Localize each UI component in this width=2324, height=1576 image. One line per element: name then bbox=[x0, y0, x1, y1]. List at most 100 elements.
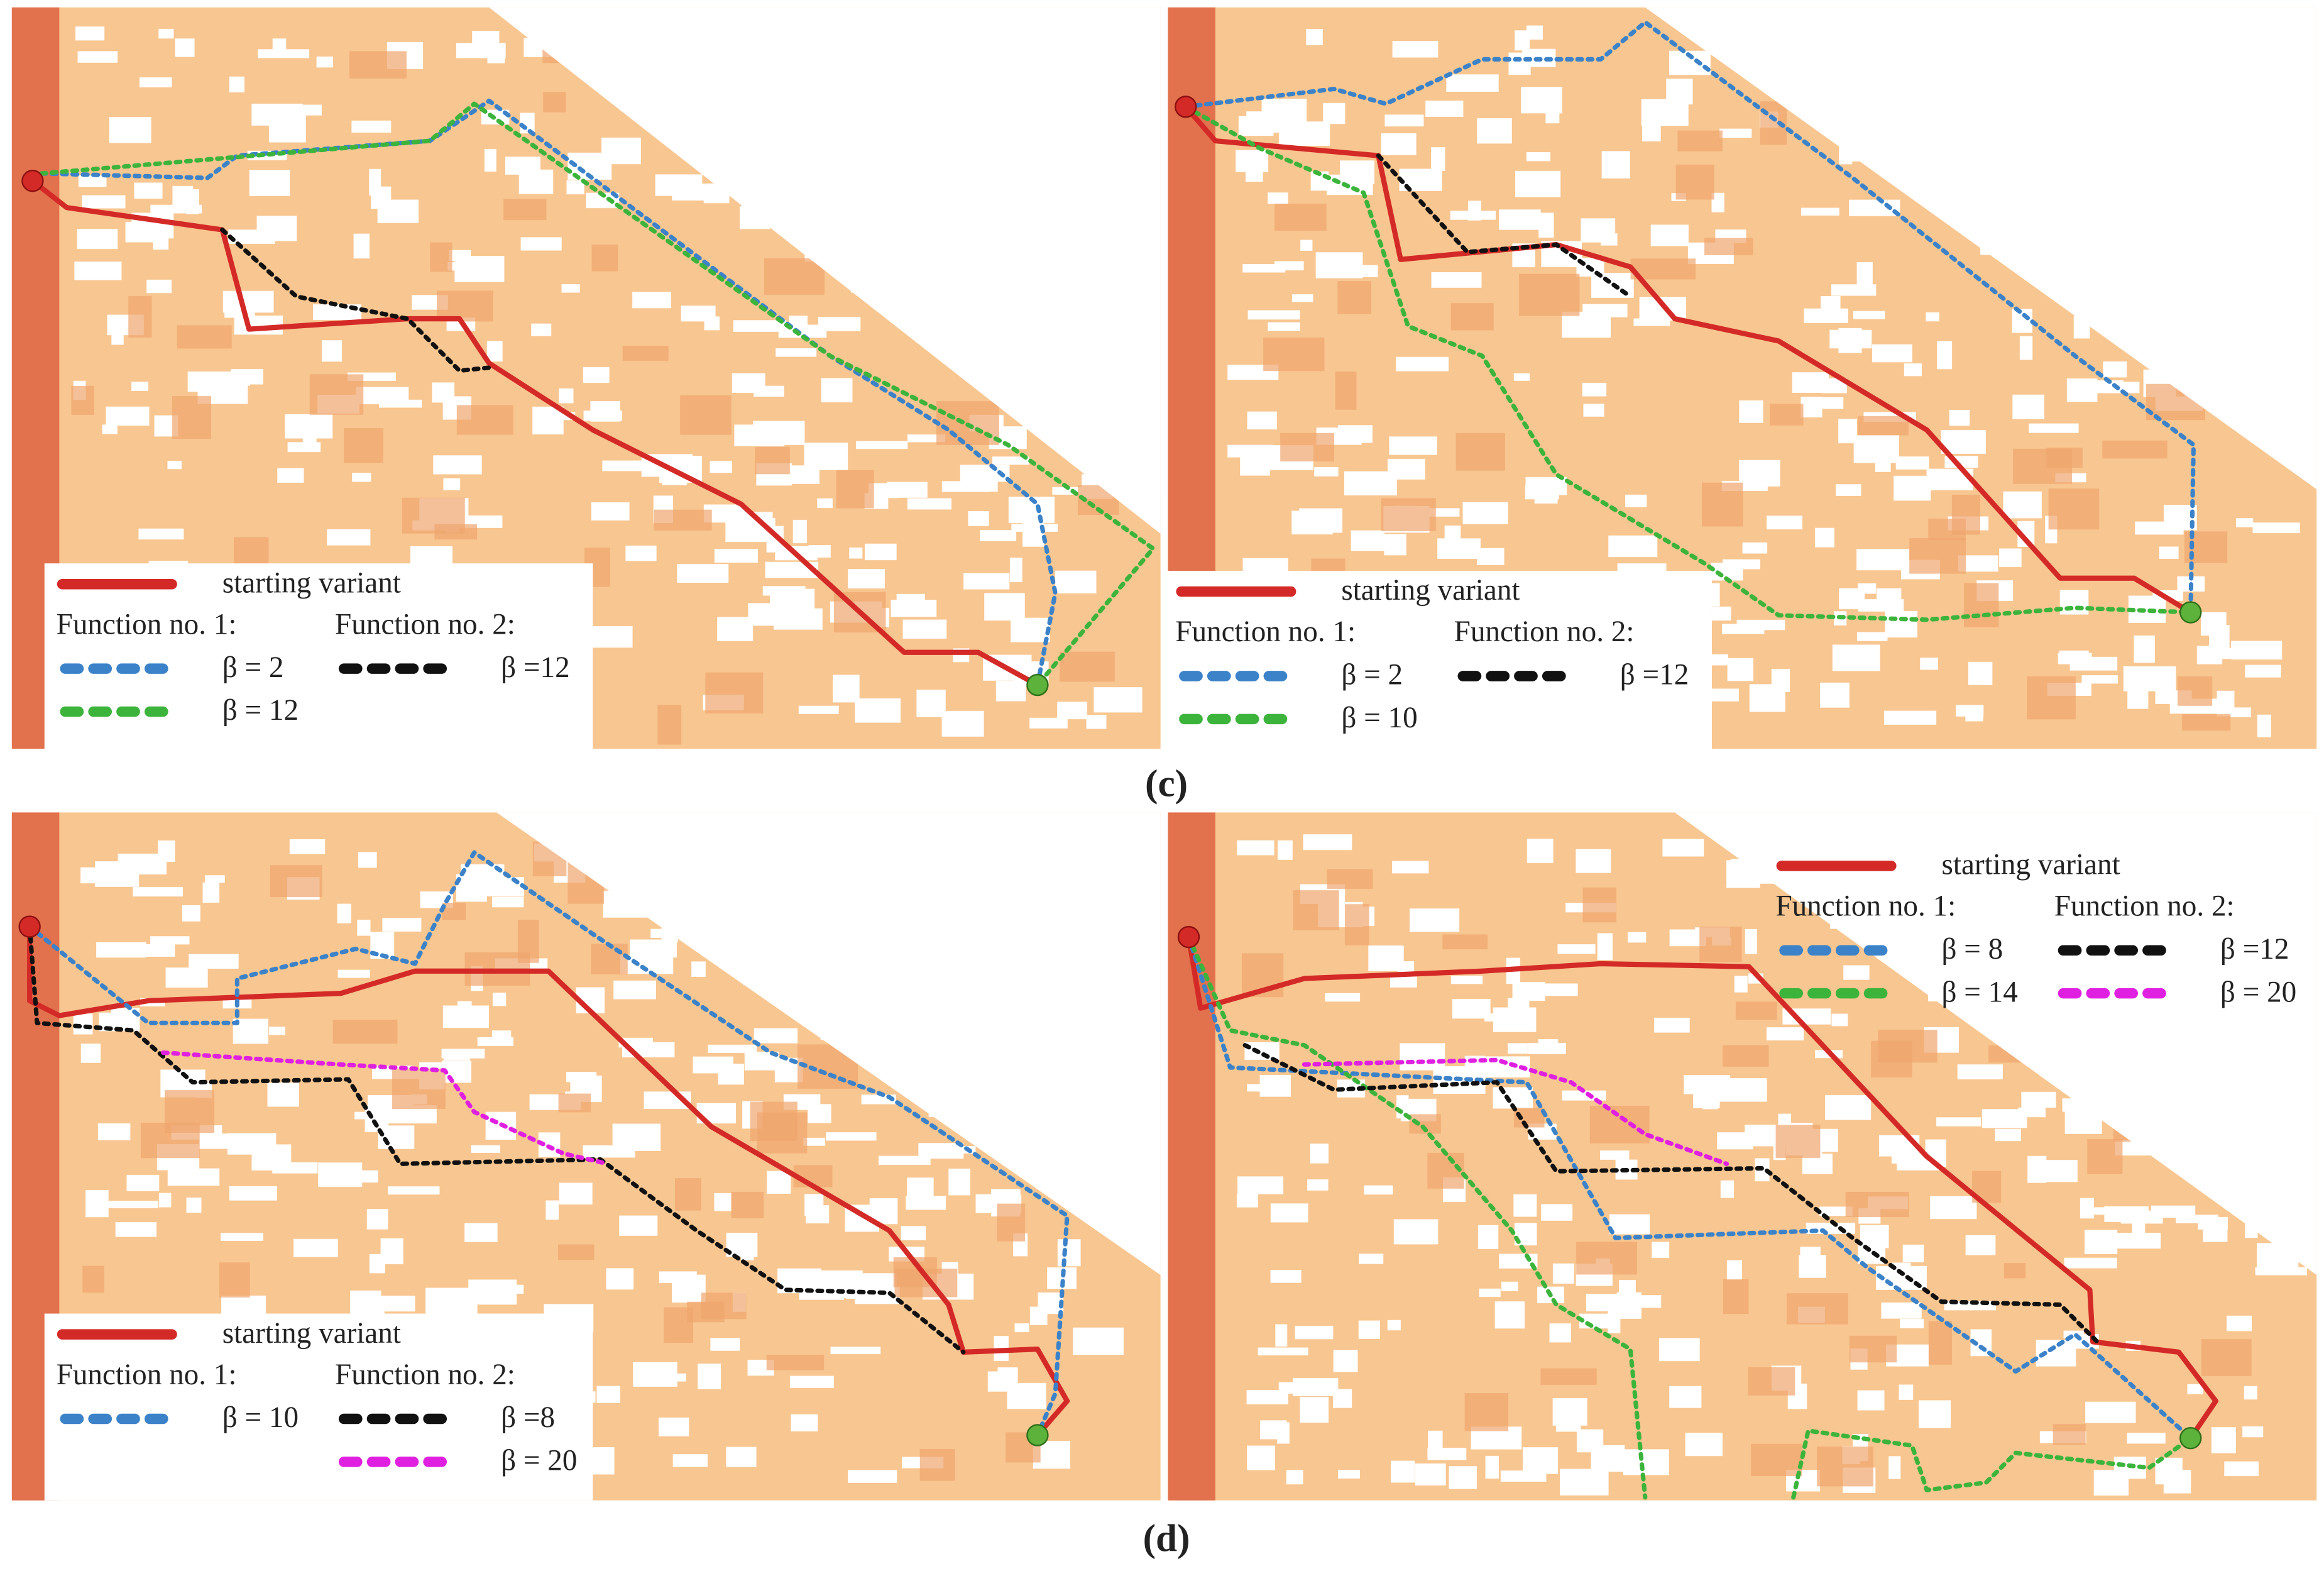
building bbox=[1957, 1064, 2003, 1079]
dense-block bbox=[1871, 1040, 1912, 1077]
building bbox=[449, 250, 471, 261]
building bbox=[286, 104, 322, 116]
dense-block bbox=[1582, 887, 1617, 923]
dense-block bbox=[1775, 1125, 1821, 1158]
dense-block bbox=[1335, 372, 1357, 410]
building bbox=[833, 675, 860, 703]
building bbox=[1431, 272, 1482, 288]
building bbox=[1749, 684, 1785, 712]
legend-heading: Function no. 2: bbox=[335, 608, 515, 641]
start-point bbox=[21, 170, 44, 192]
building bbox=[1359, 1254, 1384, 1264]
building bbox=[2134, 635, 2155, 663]
building bbox=[139, 77, 172, 87]
building bbox=[830, 1347, 881, 1355]
building bbox=[1576, 849, 1611, 873]
building bbox=[1494, 1301, 1525, 1329]
building bbox=[559, 388, 574, 404]
building bbox=[559, 1182, 593, 1205]
building bbox=[1904, 363, 1922, 377]
dense-block bbox=[71, 385, 94, 415]
building bbox=[753, 421, 805, 445]
dense-block bbox=[1858, 416, 1909, 436]
dense-block bbox=[402, 497, 465, 534]
building bbox=[182, 905, 200, 922]
building bbox=[1628, 932, 1647, 943]
building bbox=[272, 38, 287, 51]
dense-block bbox=[1677, 130, 1723, 152]
building bbox=[1838, 419, 1857, 444]
building bbox=[789, 316, 808, 331]
building bbox=[267, 1083, 299, 1107]
building bbox=[732, 373, 765, 394]
building bbox=[2159, 546, 2179, 559]
dense-block bbox=[1817, 1447, 1873, 1487]
start-point bbox=[1175, 96, 1197, 118]
building bbox=[1437, 538, 1481, 559]
building bbox=[1291, 294, 1313, 302]
dense-block bbox=[705, 672, 764, 714]
building bbox=[1477, 1225, 1499, 1249]
building bbox=[706, 183, 722, 191]
building bbox=[848, 569, 885, 589]
building bbox=[1937, 341, 1953, 370]
building bbox=[205, 875, 225, 883]
building bbox=[1560, 1469, 1609, 1496]
building bbox=[2245, 664, 2281, 678]
building bbox=[1500, 1470, 1547, 1482]
map-panel: starting variant Function no. 1: β = 2 β = … bbox=[1163, 7, 2317, 749]
building bbox=[1965, 1235, 1996, 1255]
building bbox=[2226, 1315, 2252, 1331]
building bbox=[710, 461, 732, 473]
building bbox=[1742, 542, 1768, 554]
building bbox=[907, 498, 952, 510]
building bbox=[583, 366, 610, 383]
legend-label: starting variant bbox=[222, 566, 401, 599]
dense-block bbox=[442, 903, 466, 920]
building bbox=[277, 468, 304, 483]
building bbox=[85, 1189, 109, 1218]
building bbox=[2196, 646, 2223, 664]
dense-block bbox=[456, 405, 513, 435]
building bbox=[1333, 1350, 1358, 1372]
end-point bbox=[2179, 1426, 2202, 1450]
dense-block bbox=[344, 427, 383, 463]
dense-block bbox=[1849, 1335, 1897, 1363]
building bbox=[1881, 1302, 1922, 1319]
dense-block bbox=[2177, 676, 2213, 706]
dense-block bbox=[270, 865, 322, 898]
dense-block bbox=[332, 1020, 398, 1044]
building bbox=[2187, 1384, 2203, 1395]
building bbox=[1888, 1456, 1901, 1479]
building bbox=[2211, 1427, 2237, 1453]
building bbox=[602, 460, 655, 471]
dense-block bbox=[654, 509, 712, 531]
building bbox=[251, 1144, 292, 1171]
building bbox=[125, 221, 155, 243]
building bbox=[351, 120, 392, 133]
building bbox=[1073, 1327, 1124, 1355]
building bbox=[256, 216, 297, 241]
building bbox=[856, 441, 908, 449]
dense-block bbox=[1519, 273, 1580, 316]
building bbox=[109, 117, 151, 143]
dense-block bbox=[349, 51, 407, 79]
building bbox=[1364, 1185, 1393, 1195]
building bbox=[78, 175, 107, 187]
dense-block bbox=[997, 1203, 1026, 1242]
building bbox=[1995, 1128, 2021, 1142]
dense-block bbox=[1704, 238, 1753, 255]
building bbox=[158, 840, 175, 862]
building bbox=[691, 961, 706, 978]
building bbox=[2080, 1198, 2094, 1219]
building bbox=[472, 30, 500, 45]
building bbox=[1236, 150, 1269, 172]
building bbox=[2163, 1470, 2191, 1494]
dense-block bbox=[1964, 583, 1999, 627]
building bbox=[175, 38, 195, 57]
building bbox=[1513, 373, 1530, 381]
building bbox=[1581, 218, 1616, 243]
building bbox=[740, 1251, 754, 1260]
building bbox=[1358, 265, 1378, 277]
